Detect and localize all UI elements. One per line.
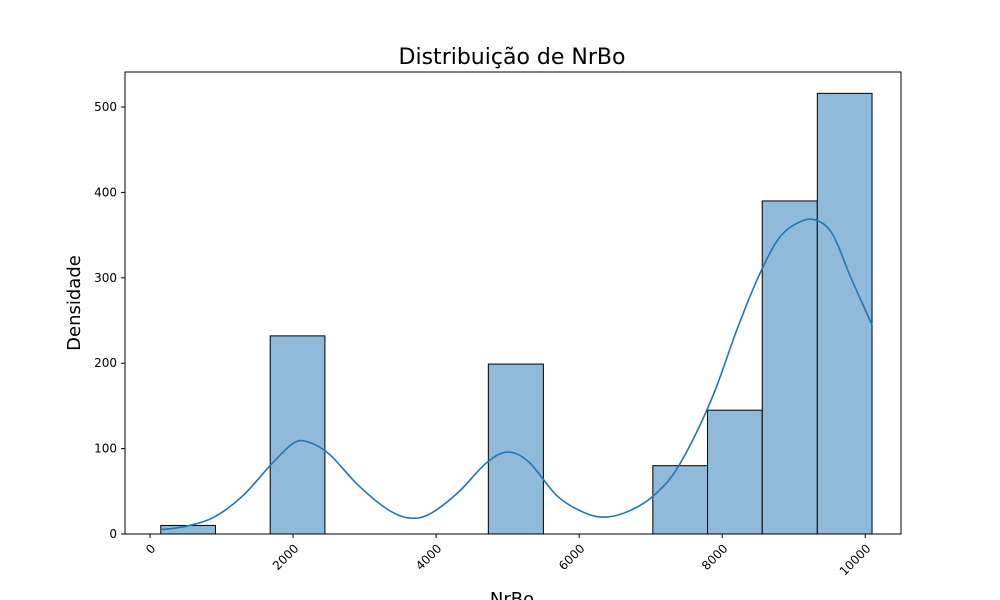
chart-title: Distribuição de NrBo <box>399 45 626 70</box>
histogram-bar-1 <box>160 524 216 535</box>
histogram-bar-3 <box>487 363 544 535</box>
x-axis-label: NrBo <box>490 589 534 600</box>
histogram-bars <box>160 92 873 535</box>
y-tick-label: 200 <box>94 356 117 370</box>
x-tick-label: 2000 <box>270 541 301 572</box>
x-tick-label: 8000 <box>699 541 730 572</box>
histogram-bar-2 <box>269 335 326 535</box>
histogram-bar-7 <box>816 92 873 535</box>
x-tick-label: 0 <box>143 541 158 556</box>
histogram-bar-6 <box>761 200 818 535</box>
kde-line <box>160 218 873 531</box>
histogram-bar-4 <box>652 465 709 535</box>
y-tick-label: 400 <box>94 185 117 199</box>
y-tick-label: 0 <box>109 527 117 541</box>
x-axis-ticks: 0 2000 4000 6000 8000 10000 <box>143 534 874 578</box>
y-tick-label: 100 <box>94 442 117 456</box>
y-tick-label: 300 <box>94 271 117 285</box>
plot-area-frame <box>124 71 902 535</box>
kde-layer <box>160 218 873 531</box>
y-axis-ticks: 0 100 200 300 400 500 <box>94 100 125 541</box>
x-tick-label: 10000 <box>837 541 874 578</box>
y-tick-label: 500 <box>94 100 117 114</box>
y-axis-label: Densidade <box>64 255 85 351</box>
x-tick-label: 6000 <box>556 541 587 572</box>
x-tick-label: 4000 <box>413 541 444 572</box>
histogram-bar-5 <box>707 409 763 535</box>
